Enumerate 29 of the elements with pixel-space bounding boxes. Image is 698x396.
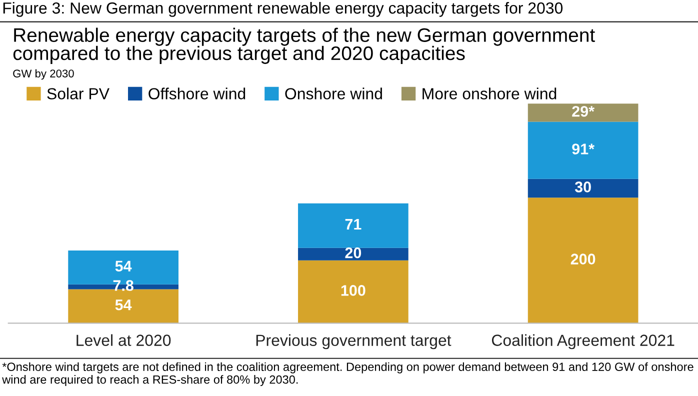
legend-label: Onshore wind	[285, 88, 382, 100]
data-label: 30	[574, 182, 591, 192]
legend-label: Offshore wind	[148, 88, 246, 100]
chart-subtitle: Figure 3: New German government renewable energy capacity targets for 2030	[3, 2, 563, 17]
legend-label: Solar PV	[47, 88, 110, 100]
bar	[528, 198, 638, 324]
data-label: 100	[341, 285, 366, 296]
data-label: 7.8	[113, 280, 134, 291]
data-label: 20	[345, 247, 362, 258]
data-label: 54	[115, 300, 132, 310]
bar	[528, 104, 638, 122]
data-label: 54	[115, 260, 132, 272]
data-label: 200	[570, 254, 596, 265]
legend-label: More onshore wind	[422, 88, 556, 100]
bar	[298, 203, 408, 248]
bar	[298, 260, 408, 324]
text: *Onshore wind targets are not defined in the coalition agreement. Depending on power demand between 91 and 120 GW of onshore wind are required to reach a RES-share of 80% by 2030.	[2, 362, 694, 386]
bar	[528, 122, 638, 179]
x-tick-label: Previous government target	[256, 334, 452, 350]
bar	[68, 289, 178, 324]
bar	[298, 248, 408, 260]
data-label: 71	[345, 219, 362, 230]
x-tick-label: Level at 2020	[76, 334, 171, 346]
y-axis-title: GW by 2030	[13, 69, 74, 80]
bar	[528, 178, 638, 198]
chart-title: Renewable energy capacity targets of the new German government compared to the previous target and 2020 capacities	[13, 28, 595, 64]
x-tick-label: Coalition Agreement 2021	[492, 334, 674, 350]
data-label: 91*	[572, 144, 595, 154]
data-label: 29*	[572, 106, 595, 117]
